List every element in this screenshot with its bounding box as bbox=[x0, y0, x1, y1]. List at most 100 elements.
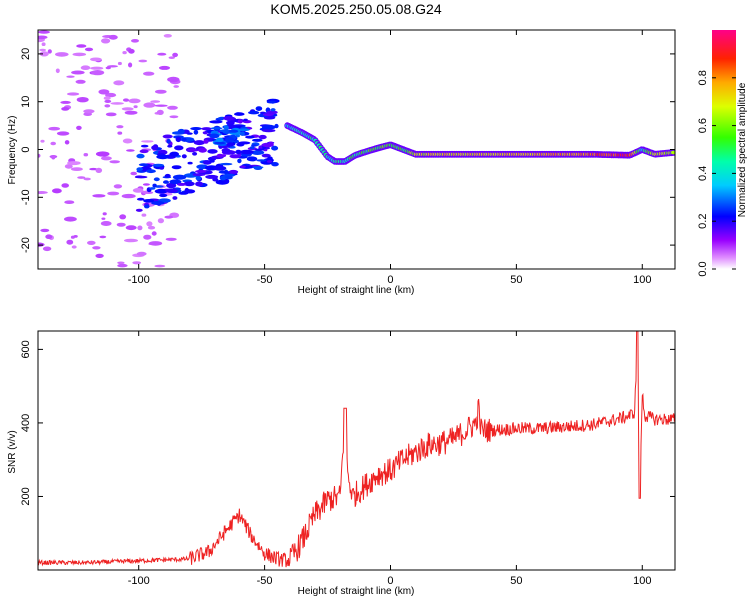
spectrogram-blob bbox=[95, 151, 110, 157]
spectrogram-blob bbox=[143, 199, 155, 203]
spectrogram-blob bbox=[90, 66, 104, 70]
spectrogram-blob bbox=[166, 182, 177, 189]
spectrogram-blob bbox=[41, 42, 46, 46]
spectrogram-blob bbox=[125, 225, 137, 231]
spectrogram-blob bbox=[156, 109, 164, 115]
spectrogram-blob bbox=[266, 100, 277, 104]
spectrogram-blob bbox=[172, 196, 178, 200]
spectrogram-blob bbox=[76, 44, 87, 48]
snr-xtick-label: 100 bbox=[633, 575, 651, 587]
spectrogram-blob bbox=[136, 153, 145, 159]
spectrogram-blob bbox=[90, 57, 102, 62]
spectrogram-blob bbox=[226, 142, 235, 147]
snr-background bbox=[38, 331, 675, 570]
spectrogram-blob bbox=[219, 162, 233, 166]
spectrogram-blob bbox=[266, 110, 278, 115]
spectrogram-blob bbox=[76, 125, 82, 130]
spectrogram-blob bbox=[235, 149, 242, 155]
spectrogram-blob bbox=[167, 105, 178, 110]
spectrogram-blob bbox=[162, 134, 173, 139]
spectrogram-blob bbox=[77, 176, 86, 179]
spectrogram-blob bbox=[239, 149, 254, 155]
spectrogram-blob bbox=[116, 125, 124, 129]
spectrogram-ytick-label: -10 bbox=[20, 189, 32, 205]
colorbar-tick-label: 0.8 bbox=[697, 70, 709, 85]
snr-marks bbox=[38, 331, 675, 568]
spectrogram-blob bbox=[136, 167, 143, 171]
spectrogram-blob bbox=[251, 138, 263, 142]
spectrogram-blob bbox=[136, 197, 145, 201]
spectrogram-blob bbox=[228, 129, 239, 133]
spectrogram-blob bbox=[205, 174, 219, 179]
spectrogram-blob bbox=[133, 105, 138, 109]
colorbar-gradient bbox=[712, 30, 736, 269]
spectrogram-blob bbox=[87, 240, 96, 245]
spectrogram-blob bbox=[40, 228, 50, 233]
spectrogram-blob bbox=[176, 182, 187, 186]
spectrogram-blob bbox=[124, 110, 138, 115]
spectrogram-blob bbox=[38, 191, 48, 194]
spectrogram-blob bbox=[47, 49, 52, 54]
spectrogram-blob bbox=[237, 119, 243, 124]
spectrogram-blob bbox=[102, 212, 107, 216]
spectrogram-blob bbox=[270, 108, 276, 112]
spectrogram-blob bbox=[39, 48, 47, 52]
spectrogram-blob bbox=[83, 177, 91, 181]
spectrogram-blob bbox=[152, 163, 164, 167]
spectrogram-ylabel: Frequency (Hz) bbox=[7, 116, 18, 185]
spectrogram-blob bbox=[151, 145, 158, 150]
spectrogram-blob bbox=[219, 175, 227, 181]
spectrogram-blob bbox=[209, 133, 220, 139]
spectrogram-blob bbox=[193, 140, 205, 146]
spectrogram-blob bbox=[73, 235, 78, 238]
spectrogram-blob bbox=[190, 127, 202, 131]
spectrogram-blob bbox=[146, 221, 153, 227]
spectrogram-blob bbox=[151, 201, 165, 205]
spectrogram-blob bbox=[117, 131, 123, 135]
spectrogram-blob bbox=[138, 59, 148, 63]
spectrogram-blob bbox=[177, 128, 185, 134]
spectrogram-blob bbox=[89, 167, 98, 171]
spectrogram-blob bbox=[271, 145, 279, 151]
spectrogram-blob bbox=[149, 187, 156, 190]
spectrogram-blob bbox=[75, 79, 86, 84]
spectrogram-blob bbox=[234, 112, 245, 116]
spectrogram-blob bbox=[252, 166, 264, 169]
spectrogram-blob bbox=[175, 136, 182, 143]
spectrogram-ytick-label: -20 bbox=[20, 237, 32, 253]
spectrogram-blob bbox=[210, 127, 223, 130]
spectrogram-blob bbox=[135, 208, 143, 212]
spectrogram-xtick-label: 50 bbox=[510, 274, 522, 286]
spectrogram-blob bbox=[117, 261, 125, 265]
spectrogram-blob bbox=[261, 153, 271, 158]
spectrogram-blob bbox=[134, 175, 148, 179]
spectrogram-blob bbox=[153, 177, 160, 182]
spectrogram-blob bbox=[198, 147, 207, 153]
spectrogram-blob bbox=[136, 251, 147, 256]
spectrogram-ytick-label: 20 bbox=[20, 48, 32, 60]
spectrogram-blob bbox=[113, 184, 123, 189]
spectrogram-blob bbox=[55, 52, 69, 57]
spectrogram-blob bbox=[95, 253, 104, 258]
spectrogram-blob bbox=[163, 34, 172, 38]
spectrogram-blob bbox=[71, 245, 77, 249]
spectrogram-blob bbox=[163, 180, 169, 184]
snr-ticks: -100 -50 0 50 100 200 400 600 bbox=[20, 331, 675, 587]
snr-xtick-label: 50 bbox=[510, 575, 522, 587]
spectrogram-blob bbox=[174, 145, 184, 151]
spectrogram-blob bbox=[168, 56, 175, 59]
spectrogram-blob bbox=[181, 137, 187, 142]
spectrogram-blob bbox=[213, 165, 227, 171]
snr-ytick-label: 200 bbox=[20, 487, 32, 505]
spectrogram-blob bbox=[166, 138, 171, 144]
spectrogram-blob bbox=[209, 120, 223, 124]
spectrogram-blob bbox=[121, 193, 136, 199]
spectrogram-blob bbox=[64, 164, 73, 169]
spectrogram-blob bbox=[70, 167, 83, 172]
spectrogram-blob bbox=[137, 225, 143, 231]
snr-series-line bbox=[38, 331, 675, 568]
spectrogram-blob bbox=[142, 183, 150, 186]
spectrogram-blob bbox=[143, 102, 156, 108]
